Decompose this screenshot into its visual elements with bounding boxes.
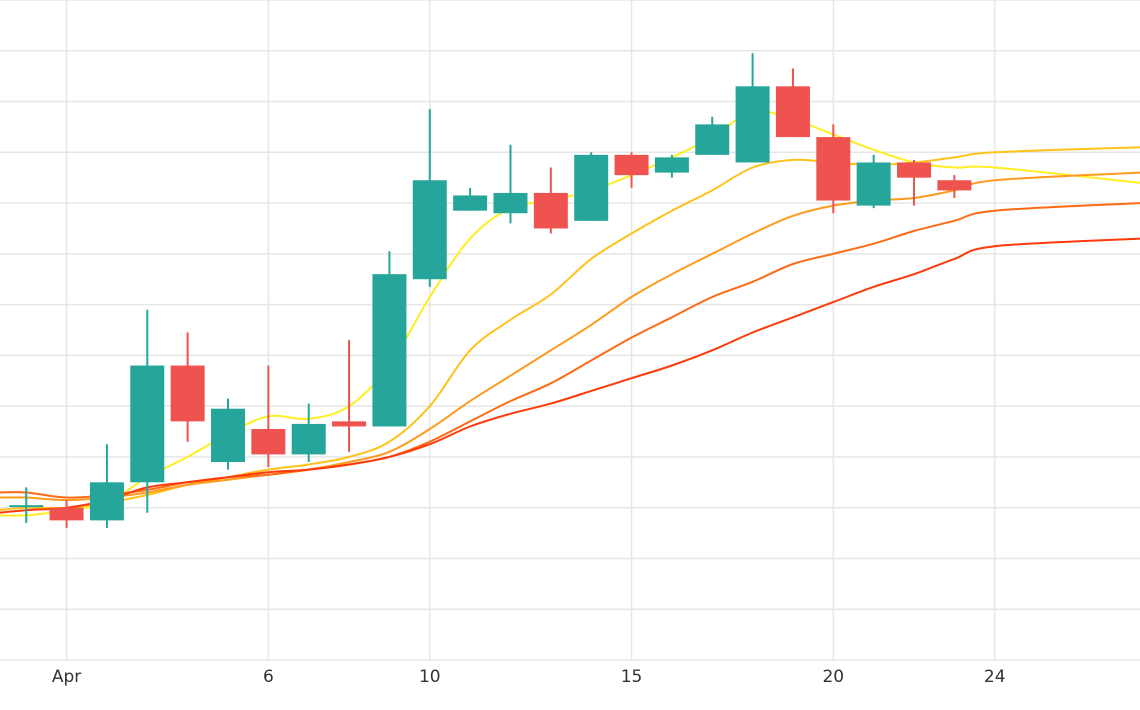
candle-body [332,421,367,427]
candle [937,175,972,198]
candle [775,68,810,138]
candle [251,365,286,468]
candle-body [453,195,488,211]
candle [372,251,407,427]
candle [130,309,165,513]
candle [614,152,649,188]
candle-body [856,162,891,206]
candle-body [614,154,649,176]
candle [49,500,84,528]
moving-average-line-5 [0,237,1140,514]
x-tick-label: Apr [52,667,81,687]
candle-body [695,124,730,155]
candle [735,53,770,163]
candle [533,167,568,234]
candle [412,109,447,287]
candle-body [735,86,770,163]
candle-body [9,505,44,508]
candle-body [49,507,84,521]
candles [9,53,972,528]
candle [695,116,730,155]
x-tick-label: 10 [419,667,441,687]
candle-body [170,365,205,422]
x-tick-label: 24 [984,667,1006,687]
candle [816,124,851,214]
candle-body [937,180,972,191]
candle-body [89,482,124,521]
candle-body [574,154,609,221]
grid [0,0,1140,661]
candle [493,144,528,224]
candle [856,154,891,209]
candle-body [211,408,245,462]
candle [291,403,326,462]
x-axis-ticks: Apr 6 10 15 20 24 [52,667,1006,687]
candle-body [816,137,851,201]
moving-average-line-2 [0,146,1140,512]
candle-body [533,192,568,229]
moving-average-lines [0,110,1140,517]
candle-body [775,86,810,138]
candle [453,187,488,211]
candle-body [412,180,447,280]
moving-average-line-1 [0,110,1140,517]
candle [9,487,44,523]
candle-body [493,192,528,214]
moving-average-line-3 [0,171,1140,502]
candle-body [291,423,326,455]
candle [654,154,689,178]
moving-average-line-4 [0,202,1140,499]
candle-body [251,429,286,455]
candle-body [654,157,689,173]
candle [170,332,205,442]
candle [897,159,932,206]
candle-body [372,274,407,427]
x-tick-label: 15 [621,667,643,687]
candle [89,444,124,528]
x-tick-label: 20 [822,667,844,687]
candle [332,340,367,452]
candle [574,152,609,221]
candle-body [130,365,165,483]
candle-body [897,162,932,178]
x-tick-label: 6 [263,667,274,687]
candle [211,398,245,470]
